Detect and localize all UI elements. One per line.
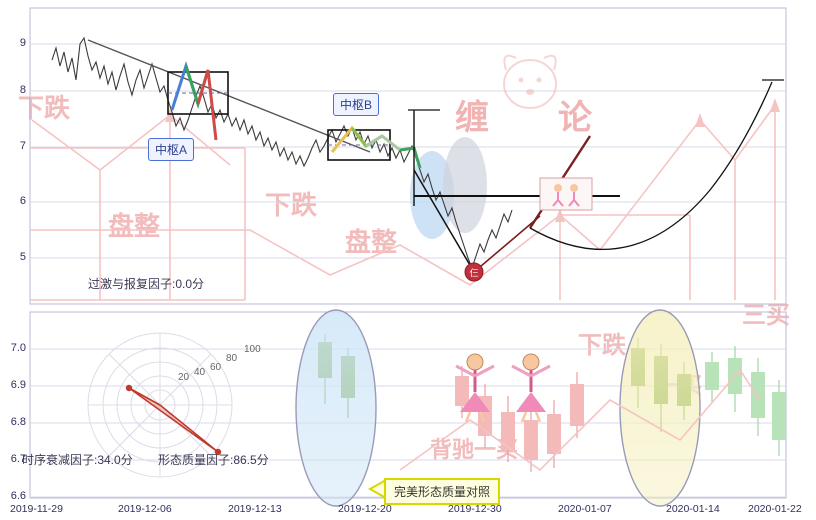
candle-highlight-yellow [619, 309, 701, 507]
x-tick-6: 2020-01-14 [666, 503, 720, 515]
x-tick-2: 2019-12-13 [228, 503, 282, 515]
watermark-chan: 缠 [455, 99, 489, 137]
candle-highlight-blue [295, 309, 377, 507]
label-center-b[interactable]: 中枢B [333, 93, 380, 116]
watermark-panzheng-2: 盘整 [345, 227, 398, 257]
projection-curve [529, 81, 773, 250]
watermark-sanmai: 三买 [742, 302, 790, 329]
watermark-xiadie-2: 下跌 [265, 190, 318, 220]
y-tick-main-9: 9 [19, 37, 26, 49]
radar-tick-100: 100 [244, 344, 261, 355]
x-tick-1: 2019-12-06 [118, 503, 172, 515]
dog-watermark-icon [492, 40, 568, 116]
low-trend [413, 169, 475, 273]
y-tick-sub-66: 6.6 [10, 490, 26, 502]
annotation-overreact-factor: 过激与报复因子:0.0分 [88, 277, 205, 291]
x-tick-4: 2019-12-30 [448, 503, 502, 515]
low-marker[interactable] [464, 262, 484, 282]
price-line [51, 36, 513, 270]
x-tick-7: 2020-01-22 [748, 503, 802, 515]
watermark-lun: 论 [558, 99, 592, 137]
watermark-xiadie-3: 下跌 [578, 332, 626, 359]
y-tick-sub-69: 6.9 [10, 379, 26, 391]
y-tick-main-7: 7 [19, 140, 26, 152]
downtrend-line [87, 39, 371, 153]
annotation-decay-factor: 时序衰减因子:34.0分 [22, 453, 133, 467]
low-marker-text: 仨 [469, 267, 478, 279]
y-tick-main-8: 8 [19, 84, 26, 96]
watermark-panzheng-1: 盘整 [108, 211, 161, 241]
watermark-xiadie-1: 下跌 [18, 93, 71, 123]
radar-tick-80: 80 [226, 353, 238, 364]
highlight-ellipse-gray [443, 137, 487, 233]
dancer-icon-left [452, 350, 498, 422]
y-tick-sub-68: 6.8 [10, 416, 26, 428]
pink-arrowheads-main [165, 98, 780, 222]
radar-tick-40: 40 [194, 367, 206, 378]
callout-perfect-pattern[interactable]: 完美形态质量对照 [384, 478, 501, 505]
pink-structure-arrows-main [30, 104, 776, 301]
dancer-icon-main-panel [548, 182, 584, 208]
center-b-zigzag [330, 125, 422, 169]
dancer-icon-right [508, 350, 554, 422]
radar-tick-60: 60 [210, 362, 222, 373]
label-center-a[interactable]: 中枢A [148, 138, 195, 161]
y-tick-main-6: 6 [19, 195, 26, 207]
annotation-quality-factor: 形态质量因子:86.5分 [158, 453, 269, 467]
y-tick-main-5: 5 [19, 251, 26, 263]
y-tick-sub-70: 7.0 [10, 342, 26, 354]
y-tick-sub-67: 6.7 [10, 453, 26, 465]
x-tick-5: 2020-01-07 [558, 503, 612, 515]
center-a-zigzag [170, 61, 218, 141]
radar-tick-20: 20 [178, 372, 190, 383]
dancer-box-main [539, 177, 593, 211]
x-tick-0: 2019-11-29 [10, 503, 63, 515]
radar-chart [87, 332, 233, 478]
pink-structure-arrows-sub [399, 369, 761, 472]
rebound-line-dark-2 [473, 215, 541, 273]
x-tick-3: 2019-12-20 [338, 503, 392, 515]
